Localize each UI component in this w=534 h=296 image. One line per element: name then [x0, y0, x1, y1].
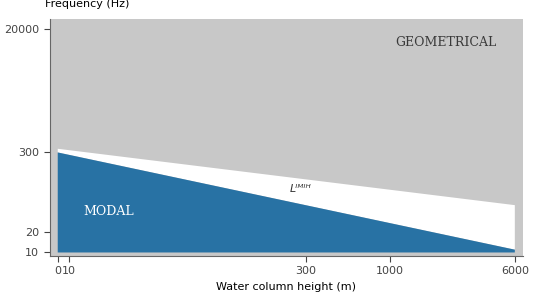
Polygon shape	[58, 152, 515, 252]
Text: GEOMETRICAL: GEOMETRICAL	[396, 36, 497, 49]
Y-axis label: Frequency (Hz): Frequency (Hz)	[45, 0, 129, 9]
X-axis label: Water column height (m): Water column height (m)	[216, 282, 356, 292]
Text: Lᴵᴹᴵᴴ: Lᴵᴹᴵᴴ	[290, 184, 312, 194]
Polygon shape	[58, 149, 515, 250]
Text: MODAL: MODAL	[84, 205, 135, 218]
